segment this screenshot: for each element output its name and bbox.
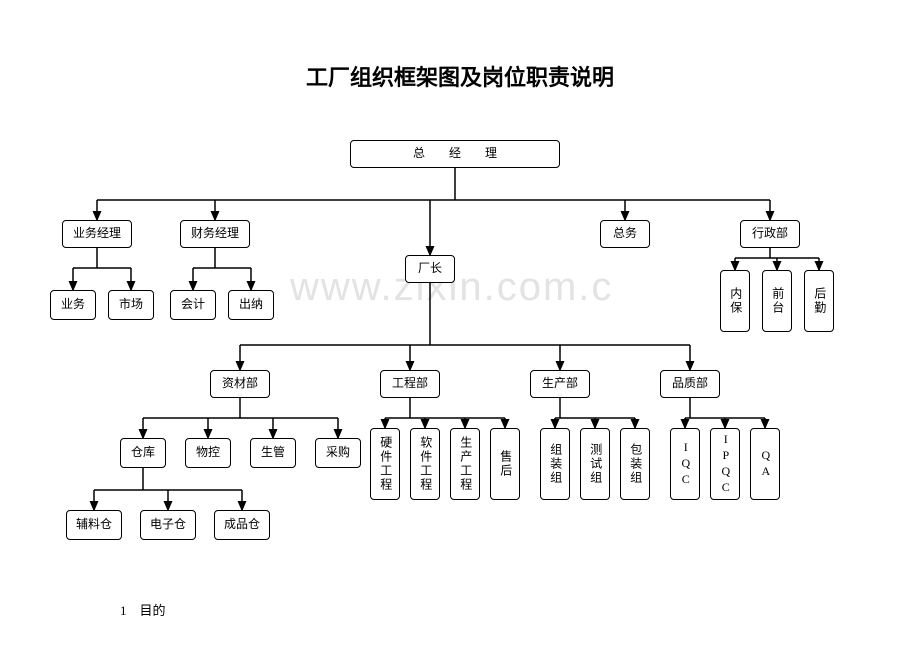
org-box-chengpin: 成品仓 [214,510,270,540]
org-box-cangku: 仓库 [120,438,166,468]
org-box-houqin: 后勤 [804,270,834,332]
org-box-fac_mgr: 厂长 [405,255,455,283]
footer-section: 1 目的 [120,600,166,619]
org-box-caigou: 采购 [315,438,361,468]
org-box-wukong: 物控 [185,438,231,468]
footer-number: 1 [120,603,127,618]
org-box-shengchan_gc: 生产工程 [450,428,480,500]
org-box-acct: 会计 [170,290,216,320]
org-box-biz_mgr: 业务经理 [62,220,132,248]
org-box-affairs: 总务 [600,220,650,248]
org-box-yingjian: 硬件工程 [370,428,400,500]
org-box-ipqc: IPQC [710,428,740,500]
org-box-gm: 总 经 理 [350,140,560,168]
org-box-neibao: 内保 [720,270,750,332]
org-box-gongcheng: 工程部 [380,370,440,398]
org-box-zicai: 资材部 [210,370,270,398]
org-box-ruanjian: 软件工程 [410,428,440,500]
org-box-shengguan: 生管 [250,438,296,468]
org-box-iqc: IQC [670,428,700,500]
org-box-cashier: 出纳 [228,290,274,320]
org-box-ceshi: 测试组 [580,428,610,500]
org-box-zuzhuang: 组装组 [540,428,570,500]
org-box-qiantai: 前台 [762,270,792,332]
org-box-biz: 业务 [50,290,96,320]
org-box-fin_mgr: 财务经理 [180,220,250,248]
org-box-dianzi: 电子仓 [140,510,196,540]
org-box-pinzhi: 品质部 [660,370,720,398]
org-box-fuliao: 辅料仓 [66,510,122,540]
org-box-shengchan: 生产部 [530,370,590,398]
org-box-market: 市场 [108,290,154,320]
org-box-baozhuang: 包装组 [620,428,650,500]
org-box-admin: 行政部 [740,220,800,248]
org-box-qa: QA [750,428,780,500]
org-box-shouhou: 售后 [490,428,520,500]
footer-text: 目的 [140,603,166,618]
page-title: 工厂组织框架图及岗位职责说明 [0,60,920,92]
